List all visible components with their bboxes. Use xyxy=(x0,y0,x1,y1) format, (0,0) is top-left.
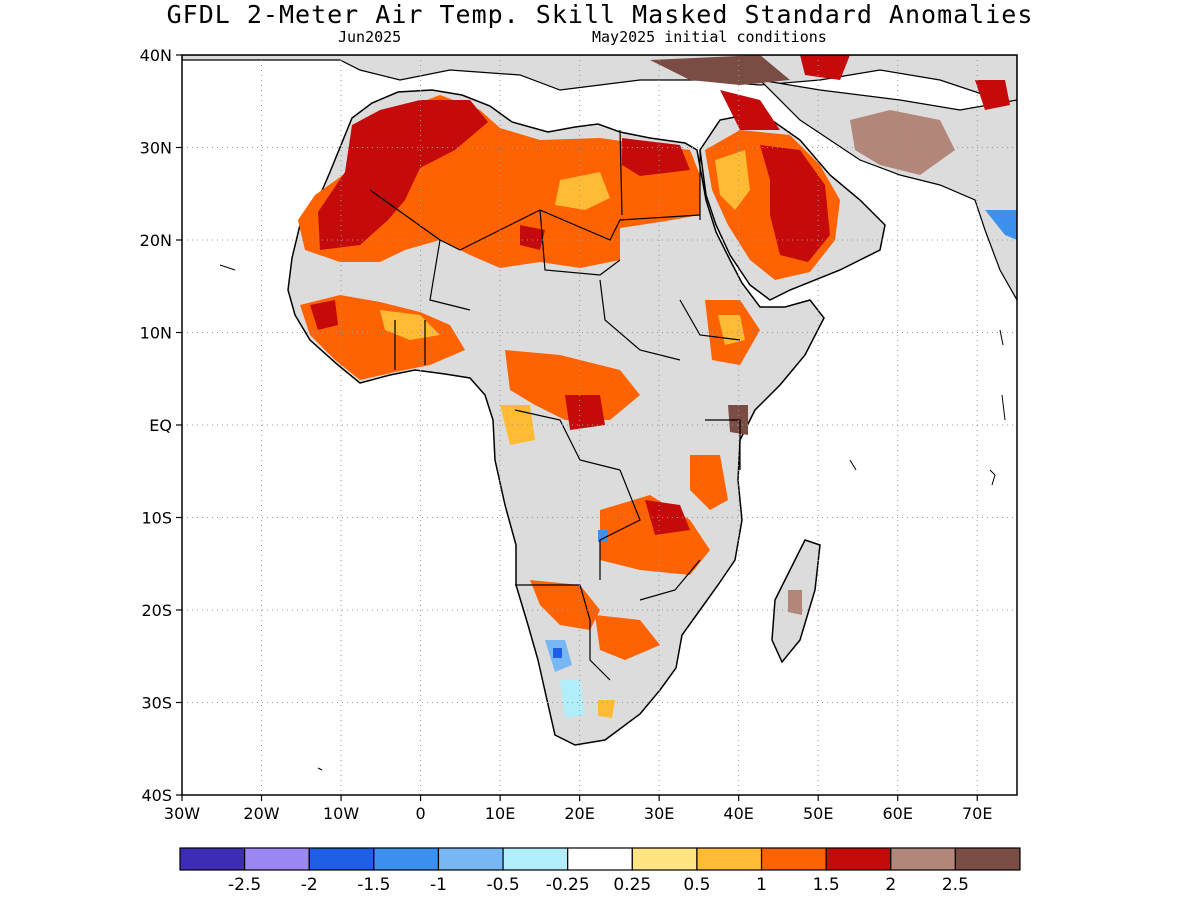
arabia-hot-core xyxy=(760,145,830,262)
country-borders xyxy=(369,129,741,681)
colorbar-swatch xyxy=(308,847,375,871)
lat-tick-label: 30N xyxy=(140,139,172,158)
grid-lines xyxy=(182,55,1017,795)
forecast-month: Jun2025 xyxy=(338,28,402,46)
lat-tick-label: 40S xyxy=(141,786,172,805)
colorbar-label: -2.5 xyxy=(228,875,261,895)
colorbar-label: 0.25 xyxy=(613,875,651,895)
south-africa-cool xyxy=(560,680,585,718)
colorbar-swatch xyxy=(825,847,892,871)
colorbar-label: 2.5 xyxy=(942,875,969,895)
latitude-axis: 40N 30N 20N 10N EQ 10S 20S 30S 40S xyxy=(140,46,182,805)
colorbar-label: 0.5 xyxy=(683,875,710,895)
lat-tick-label: 30S xyxy=(141,694,172,713)
colorbar-label: 2 xyxy=(885,875,896,895)
colorbar-label: -1.5 xyxy=(357,875,390,895)
lat-tick-label: 10S xyxy=(141,509,172,528)
colorbar-label: -0.5 xyxy=(486,875,519,895)
lat-tick-label: EQ xyxy=(149,416,172,435)
colorbar-swatch xyxy=(502,847,569,871)
colorbar-swatch xyxy=(567,847,633,871)
west-sahara-hot xyxy=(318,100,488,250)
colorbar-label: -0.25 xyxy=(546,875,590,895)
lon-tick-label: 70E xyxy=(962,804,992,823)
colorbar-swatch xyxy=(179,847,246,871)
colorbar-label: -1 xyxy=(430,875,447,895)
lon-tick-label: 10W xyxy=(323,804,359,823)
colorbar-label: 1 xyxy=(756,875,767,895)
west-africa-warm xyxy=(300,295,465,380)
lon-tick-label: 40E xyxy=(723,804,753,823)
colorbar-swatch xyxy=(760,847,827,871)
colorbar-label: 1.5 xyxy=(813,875,840,895)
lon-tick-label: 10E xyxy=(485,804,515,823)
madagascar-anomaly xyxy=(788,590,802,615)
india-cool xyxy=(985,210,1017,240)
chad-hot xyxy=(520,225,545,250)
colorbar-label: -2 xyxy=(301,875,318,895)
central-africa-warm xyxy=(505,350,640,420)
colorbar-swatch xyxy=(954,847,1021,871)
south-africa-moderate xyxy=(598,700,615,718)
arabia-moderate xyxy=(715,150,750,210)
namibia-cool-core xyxy=(553,648,562,658)
colorbar-swatch xyxy=(437,847,504,871)
islands xyxy=(219,264,1006,771)
longitude-axis: 30W 20W 10W 0 10E 20E 30E 40E 50E 60E 70E xyxy=(164,795,992,823)
lon-tick-label: 30E xyxy=(644,804,674,823)
lon-tick-label: 20E xyxy=(564,804,594,823)
iraq-hot xyxy=(720,90,780,130)
lat-tick-label: 20S xyxy=(141,601,172,620)
anomaly-field xyxy=(182,55,1017,771)
colorbar-swatch xyxy=(890,847,956,871)
zambia-cool-spot xyxy=(598,530,608,542)
lon-tick-label: 20W xyxy=(243,804,279,823)
colorbar-swatch xyxy=(631,847,698,871)
colorbar-swatch xyxy=(244,847,310,871)
iran-india-landmass xyxy=(758,79,1017,302)
colorbar-swatch xyxy=(373,847,440,871)
middle-east-high-anomaly xyxy=(650,55,790,85)
botswana-warm xyxy=(595,615,660,660)
lat-tick-label: 20N xyxy=(140,231,172,250)
lon-tick-label: 60E xyxy=(882,804,912,823)
lat-tick-label: 10N xyxy=(140,324,172,343)
lat-tick-label: 40N xyxy=(140,46,172,65)
turkey-hot xyxy=(800,55,850,80)
initial-conditions: May2025 initial conditions xyxy=(592,28,827,46)
lon-tick-label: 0 xyxy=(415,804,425,823)
sahara-moderate xyxy=(555,172,610,210)
iran-mixed-anomaly xyxy=(850,110,955,175)
east-africa-warm xyxy=(690,455,728,510)
west-africa-hot xyxy=(310,300,338,330)
colorbar-swatch xyxy=(696,847,763,871)
lon-tick-label: 30W xyxy=(164,804,200,823)
india-hot xyxy=(975,80,1010,110)
colorbar: -2.5 -2 -1.5 -1 -0.5 -0.25 0.25 0.5 1 1.5 2 2.5 xyxy=(179,847,1021,895)
central-africa-hot xyxy=(565,395,605,430)
map-title: GFDL 2-Meter Air Temp. Skill Masked Stan… xyxy=(166,0,1034,29)
lon-tick-label: 50E xyxy=(803,804,833,823)
